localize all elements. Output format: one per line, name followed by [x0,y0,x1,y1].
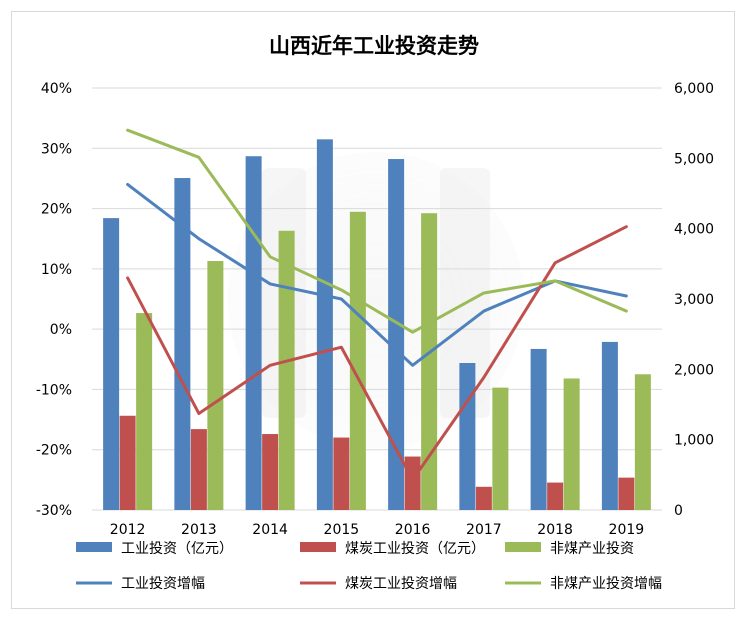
legend-label: 工业投资（亿元） [121,541,233,557]
x-axis: 2012 2013 2014 2015 2016 2017 2018 2019 [110,522,644,538]
bar [245,156,262,510]
bar [119,415,136,510]
right-tick-label: 4,000 [674,222,714,238]
left-axis: 40% 30% 20% 10% 0% -10% -20% -30% [36,81,72,519]
legend-label: 非煤产业投资增幅 [550,576,662,592]
bar [262,434,279,510]
bar [103,218,120,510]
left-tick-label: 20% [41,202,72,218]
bar [530,348,547,510]
legend-label: 工业投资增幅 [121,576,205,592]
right-tick-label: 0 [674,503,683,519]
bar [190,429,207,510]
legend-label: 煤炭工业投资增幅 [345,576,457,592]
bar [547,482,564,510]
bar [618,477,635,510]
bar [492,387,509,510]
right-axis: 6,000 5,000 4,000 3,000 2,000 1,000 0 [674,81,714,519]
series-line [126,182,628,367]
bar [601,341,618,510]
bar [207,261,224,510]
left-tick-label: 0% [50,322,72,338]
x-tick-label: 2017 [466,522,502,538]
x-tick-label: 2013 [181,522,217,538]
bar [333,437,350,510]
left-tick-label: -30% [36,503,72,519]
left-tick-label: 30% [41,141,72,157]
legend-label: 非煤产业投资 [550,541,634,557]
left-tick-label: -20% [36,443,72,459]
bar [174,178,191,510]
bar [136,313,153,510]
bar [388,159,405,510]
bar [421,213,438,510]
bar [404,456,421,510]
legend-swatch [505,542,541,552]
legend-swatch [300,542,336,552]
right-tick-label: 2,000 [674,362,714,378]
lines [126,128,628,482]
right-tick-label: 6,000 [674,81,714,97]
bar [634,374,651,510]
watermark-logo [228,152,524,448]
bar [563,378,580,510]
left-tick-label: 10% [41,262,72,278]
x-tick-label: 2016 [395,522,431,538]
x-tick-label: 2012 [110,522,146,538]
left-tick-label: 40% [41,81,72,97]
bar [316,139,333,511]
right-tick-label: 5,000 [674,151,714,167]
legend-swatch [76,542,112,552]
bar [475,486,492,510]
bar [349,211,366,510]
series-line [126,128,628,334]
x-tick-label: 2015 [324,522,360,538]
bar [278,230,295,510]
chart-title: 山西近年工业投资走势 [269,34,479,58]
left-tick-label: -10% [36,382,72,398]
legend-label: 煤炭工业投资（亿元） [345,541,485,557]
right-tick-label: 3,000 [674,292,714,308]
right-tick-label: 1,000 [674,433,714,449]
x-tick-label: 2014 [252,522,288,538]
x-tick-label: 2019 [609,522,645,538]
x-tick-label: 2018 [537,522,573,538]
bar [459,363,476,510]
